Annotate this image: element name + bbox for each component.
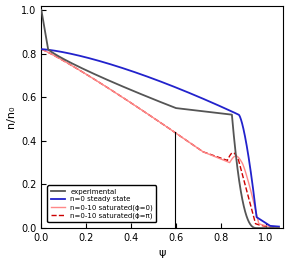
- Legend: experimental, n=0 steady state, n=0-10 saturated(ϕ=0), n=0-10 saturated(ϕ=π): experimental, n=0 steady state, n=0-10 s…: [47, 185, 156, 222]
- X-axis label: ψ: ψ: [159, 248, 166, 258]
- Y-axis label: n/n₀: n/n₀: [5, 106, 16, 128]
